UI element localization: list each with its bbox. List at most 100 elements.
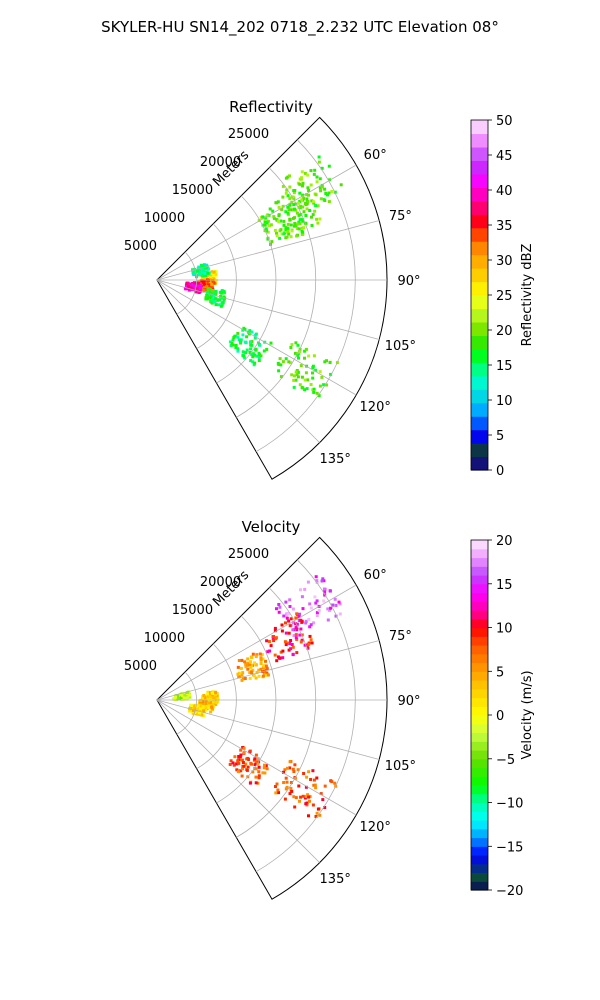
range-tick-label: 10000 xyxy=(144,631,185,646)
echo-pixel xyxy=(286,222,290,226)
echo-pixel xyxy=(333,190,337,194)
echo-pixel xyxy=(281,649,285,653)
echo-pixel xyxy=(278,605,282,609)
echo-pixel xyxy=(214,693,217,697)
echo-pixel xyxy=(288,624,292,628)
echo-pixel xyxy=(298,191,302,195)
colorbar-band xyxy=(471,375,488,390)
echo-pixel xyxy=(300,176,304,180)
colorbar-tick-label: 5 xyxy=(496,665,504,680)
echo-pixel xyxy=(321,577,325,581)
echo-pixel xyxy=(282,770,285,774)
echo-pixel xyxy=(306,580,310,584)
colorbar-tick-label: 15 xyxy=(496,359,513,374)
echo-cluster xyxy=(274,760,338,818)
echo-pixel xyxy=(237,761,241,765)
echo-pixel xyxy=(261,771,265,775)
echo-pixel xyxy=(320,579,324,583)
colorbar-tick-label: 15 xyxy=(496,578,513,593)
echo-pixel xyxy=(312,390,316,394)
echo-pixel xyxy=(185,697,189,701)
echo-pixel xyxy=(296,222,300,226)
colorbar-band xyxy=(471,680,488,690)
echo-pixel xyxy=(247,332,251,336)
echo-pixel xyxy=(210,285,214,289)
echo-pixel xyxy=(285,785,289,789)
echo-pixel xyxy=(242,326,246,330)
colorbar-tick-label: 5 xyxy=(496,429,504,444)
echo-pixel xyxy=(277,369,281,373)
echo-pixel xyxy=(185,691,189,694)
echo-pixel xyxy=(239,666,243,670)
echo-pixel xyxy=(254,348,258,352)
echo-pixel xyxy=(288,766,292,770)
echo-pixel xyxy=(254,775,258,779)
echo-pixel xyxy=(244,762,248,766)
echo-pixel xyxy=(300,620,304,624)
colorbar-tick-label: 10 xyxy=(496,394,513,409)
echo-pixel xyxy=(294,341,298,345)
echo-pixel xyxy=(326,607,330,611)
colorbar-band xyxy=(471,837,488,847)
echo-pixel xyxy=(257,351,261,355)
echo-pixel xyxy=(205,705,209,709)
angle-tick-label: 120° xyxy=(360,820,391,835)
angle-tick-label: 120° xyxy=(360,400,391,415)
echo-pixel xyxy=(290,208,294,212)
echo-pixel xyxy=(281,360,285,364)
echo-pixel xyxy=(268,649,272,653)
echo-pixel xyxy=(293,805,297,809)
colorbar-band xyxy=(471,758,488,769)
echo-pixel xyxy=(198,283,202,287)
colorbar-band xyxy=(471,456,488,471)
echo-pixel xyxy=(250,353,254,356)
echo-pixel xyxy=(286,211,290,215)
echo-pixel xyxy=(327,191,331,195)
colorbar-band xyxy=(471,227,488,242)
echo-pixel xyxy=(306,186,310,190)
echo-pixel xyxy=(307,814,310,818)
echo-pixel xyxy=(294,633,298,637)
angle-spoke xyxy=(156,279,357,396)
echo-pixel xyxy=(311,371,314,375)
echo-pixel xyxy=(246,765,250,769)
echo-pixel xyxy=(288,185,292,189)
colorbar-band xyxy=(471,846,488,856)
echo-pixel xyxy=(289,235,293,239)
echo-pixel xyxy=(180,696,184,699)
echo-pixel xyxy=(295,234,299,238)
echo-pixel xyxy=(303,643,307,647)
echo-pixel xyxy=(286,766,289,770)
echo-pixel xyxy=(245,663,249,667)
echo-pixel xyxy=(240,658,244,662)
echo-pixel xyxy=(258,652,262,656)
colorbar-tick-label: 0 xyxy=(496,709,504,724)
echo-pixel xyxy=(259,658,263,662)
echo-pixel xyxy=(259,667,263,671)
echo-pixel xyxy=(284,631,288,635)
echo-pixel xyxy=(285,641,289,645)
echo-pixel xyxy=(339,183,343,187)
echo-pixel xyxy=(295,612,299,616)
echo-pixel xyxy=(267,640,271,643)
echo-pixel xyxy=(300,170,304,174)
echo-pixel xyxy=(292,795,296,799)
colorbar-band xyxy=(471,416,488,431)
echo-pixel xyxy=(257,219,261,222)
colorbar-band xyxy=(471,241,488,256)
echo-pixel xyxy=(206,276,210,280)
echo-pixel xyxy=(265,639,269,643)
echo-pixel xyxy=(211,701,215,705)
echo-pixel xyxy=(213,697,217,701)
echo-pixel xyxy=(294,378,298,382)
echo-pixel xyxy=(275,231,278,235)
range-tick-label: 5000 xyxy=(124,659,157,674)
echo-pixel xyxy=(264,227,268,231)
echo-pixel xyxy=(327,164,331,168)
echo-pixel xyxy=(297,356,300,360)
echo-pixel xyxy=(294,370,298,374)
echo-cluster xyxy=(172,690,192,702)
echo-pixel xyxy=(202,269,206,273)
echo-pixel xyxy=(333,597,337,601)
panel-title: Velocity xyxy=(242,518,301,536)
